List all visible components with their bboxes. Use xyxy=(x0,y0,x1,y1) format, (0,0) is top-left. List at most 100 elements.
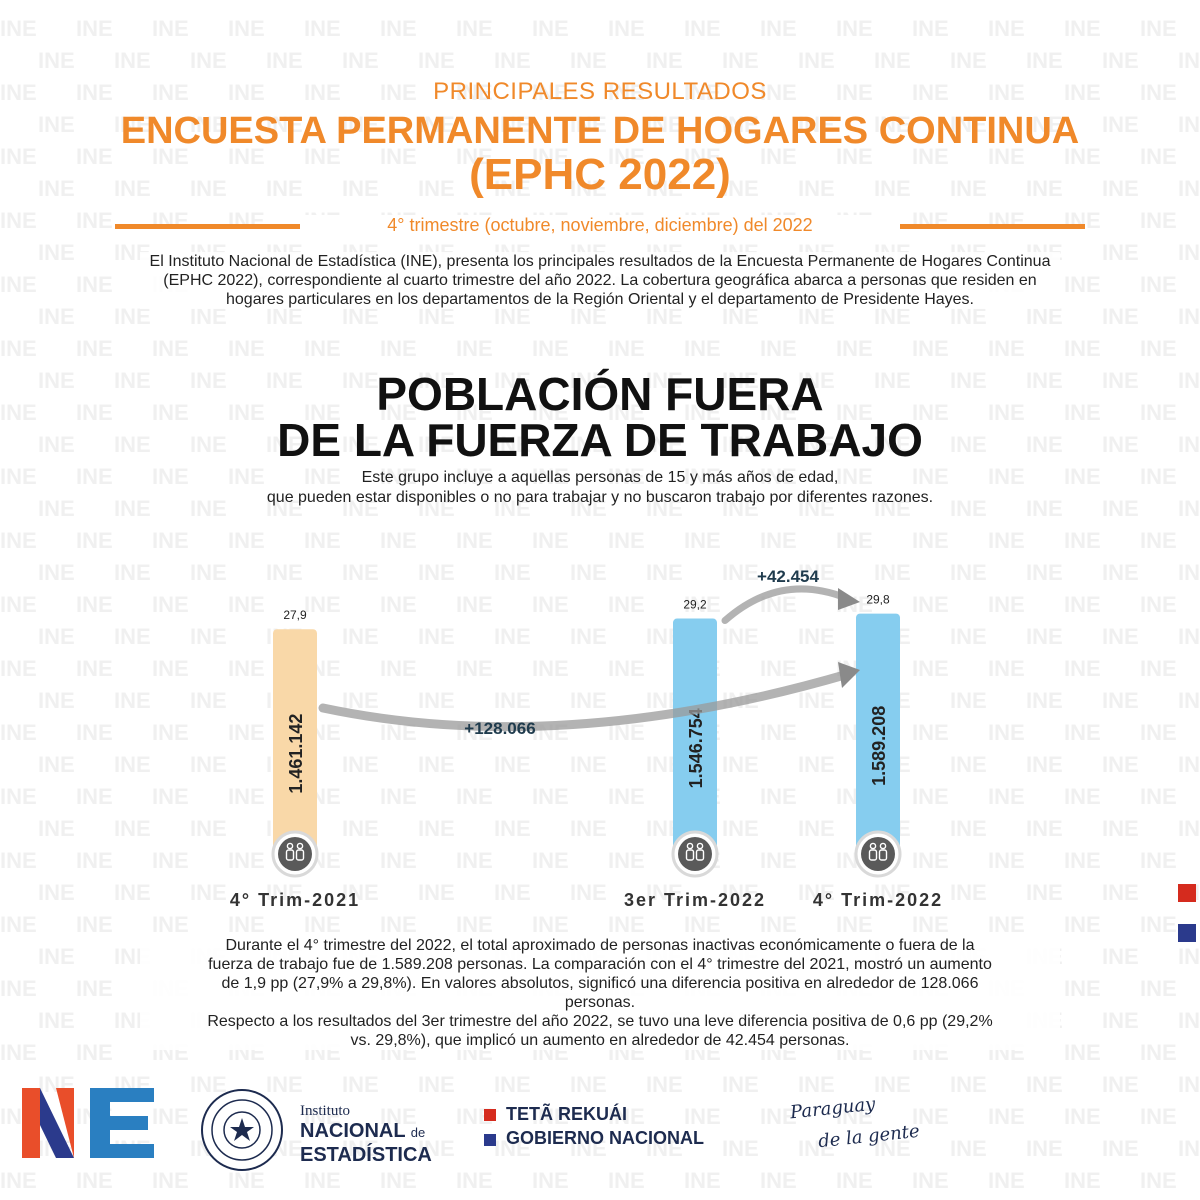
svg-text:INE: INE xyxy=(1178,1008,1200,1033)
people-icon-body xyxy=(295,849,305,861)
svg-text:INE: INE xyxy=(1178,944,1200,969)
svg-text:INE: INE xyxy=(1102,240,1139,265)
svg-text:INE: INE xyxy=(1140,336,1177,361)
summary-line: Respecto a los resultados del 3er trimes… xyxy=(207,1013,993,1030)
flag-red-mark xyxy=(1178,884,1196,902)
summary-line: de 1,9 pp (27,9% a 29,8%). En valores ab… xyxy=(221,975,979,992)
institute-name-line3: ESTADÍSTICA xyxy=(300,1144,432,1166)
svg-text:INE: INE xyxy=(1178,1136,1200,1161)
svg-text:INE: INE xyxy=(1102,1136,1139,1161)
svg-text:INE: INE xyxy=(380,1168,417,1193)
svg-text:INE: INE xyxy=(304,1168,341,1193)
svg-text:INE: INE xyxy=(684,16,721,41)
svg-text:INE: INE xyxy=(912,336,949,361)
people-icon-body xyxy=(285,849,295,861)
svg-text:INE: INE xyxy=(304,16,341,41)
svg-text:INE: INE xyxy=(988,208,1025,233)
svg-text:INE: INE xyxy=(1140,208,1177,233)
slogan-line1: Paraguay xyxy=(789,1093,877,1124)
svg-text:INE: INE xyxy=(0,16,37,41)
svg-text:INE: INE xyxy=(456,16,493,41)
flag-blue-mark xyxy=(1178,924,1196,942)
year-diff-label: +128.066 xyxy=(464,719,535,738)
svg-text:INE: INE xyxy=(684,336,721,361)
svg-text:INE: INE xyxy=(76,1168,113,1193)
svg-text:INE: INE xyxy=(874,48,911,73)
section-description-line1: Este grupo incluye a aquellas personas d… xyxy=(361,469,839,486)
svg-text:INE: INE xyxy=(0,272,37,297)
svg-text:INE: INE xyxy=(418,1072,455,1097)
svg-text:INE: INE xyxy=(228,208,265,233)
svg-text:INE: INE xyxy=(988,16,1025,41)
summary-line: vs. 29,8%), que implicó un aumento en al… xyxy=(350,1032,850,1049)
bar-percent-label: 29,2 xyxy=(683,598,707,612)
svg-text:INE: INE xyxy=(38,240,75,265)
svg-text:INE: INE xyxy=(0,976,37,1001)
svg-text:INE: INE xyxy=(1140,1168,1177,1193)
svg-text:INE: INE xyxy=(608,16,645,41)
svg-text:INE: INE xyxy=(456,336,493,361)
svg-text:INE: INE xyxy=(114,48,151,73)
year-change-arrow xyxy=(318,669,853,732)
gov-red-square-icon xyxy=(484,1109,496,1121)
slogan-line2: de la gente xyxy=(817,1120,921,1153)
svg-text:INE: INE xyxy=(1026,48,1063,73)
svg-text:INE: INE xyxy=(1140,1040,1177,1065)
svg-text:INE: INE xyxy=(228,16,265,41)
people-icon-body xyxy=(868,849,878,861)
svg-text:INE: INE xyxy=(798,1072,835,1097)
svg-text:INE: INE xyxy=(1064,1104,1101,1129)
svg-text:INE: INE xyxy=(1102,304,1139,329)
summary-paragraph: Durante el 4° trimestre del 2022, el tot… xyxy=(140,936,1060,1050)
svg-text:INE: INE xyxy=(380,16,417,41)
people-icon-head xyxy=(286,842,294,850)
svg-text:INE: INE xyxy=(1026,1072,1063,1097)
svg-text:INE: INE xyxy=(38,944,75,969)
svg-text:INE: INE xyxy=(152,336,189,361)
people-icon-body xyxy=(695,849,705,861)
svg-text:INE: INE xyxy=(646,48,683,73)
quarter-change-arrow xyxy=(721,585,850,625)
svg-text:INE: INE xyxy=(1178,1072,1200,1097)
svg-text:INE: INE xyxy=(0,336,37,361)
svg-text:INE: INE xyxy=(76,16,113,41)
svg-text:INE: INE xyxy=(304,336,341,361)
svg-text:INE: INE xyxy=(1064,208,1101,233)
people-icon xyxy=(278,837,312,871)
svg-text:INE: INE xyxy=(494,1072,531,1097)
section-title-line2: DE LA FUERZA DE TRABAJO xyxy=(277,414,923,466)
header-kicker: PRINCIPALES RESULTADOS xyxy=(433,78,767,105)
svg-text:INE: INE xyxy=(1064,1168,1101,1193)
svg-text:INE: INE xyxy=(342,1072,379,1097)
institute-name-de: de xyxy=(410,1125,426,1140)
svg-text:INE: INE xyxy=(494,48,531,73)
svg-text:INE: INE xyxy=(266,48,303,73)
svg-text:INE: INE xyxy=(1064,1040,1101,1065)
svg-text:INE: INE xyxy=(76,272,113,297)
gov-line1: TETÃ REKUÁI xyxy=(506,1104,627,1124)
ine-logo xyxy=(22,1088,154,1158)
svg-text:INE: INE xyxy=(38,1008,75,1033)
svg-text:INE: INE xyxy=(912,208,949,233)
gov-line2: GOBIERNO NACIONAL xyxy=(506,1128,704,1148)
svg-text:INE: INE xyxy=(0,1168,37,1193)
svg-text:INE: INE xyxy=(988,1104,1025,1129)
svg-text:INE: INE xyxy=(760,1168,797,1193)
svg-text:INE: INE xyxy=(1064,272,1101,297)
svg-text:INE: INE xyxy=(76,1040,113,1065)
bar-percent-label: 29,8 xyxy=(866,593,890,607)
svg-text:INE: INE xyxy=(1064,16,1101,41)
svg-text:INE: INE xyxy=(1178,48,1200,73)
people-icon-head xyxy=(696,842,704,850)
svg-text:INE: INE xyxy=(912,1168,949,1193)
svg-text:INE: INE xyxy=(1140,16,1177,41)
category-label: 4° Trim-2022 xyxy=(813,890,943,910)
svg-text:INE: INE xyxy=(950,48,987,73)
page-title-year: (EPHC 2022) xyxy=(469,150,731,199)
svg-text:INE: INE xyxy=(1102,1008,1139,1033)
svg-text:INE: INE xyxy=(798,48,835,73)
svg-text:INE: INE xyxy=(1102,1072,1139,1097)
people-icon-head xyxy=(869,842,877,850)
gov-blue-square-icon xyxy=(484,1134,496,1146)
svg-text:INE: INE xyxy=(836,16,873,41)
